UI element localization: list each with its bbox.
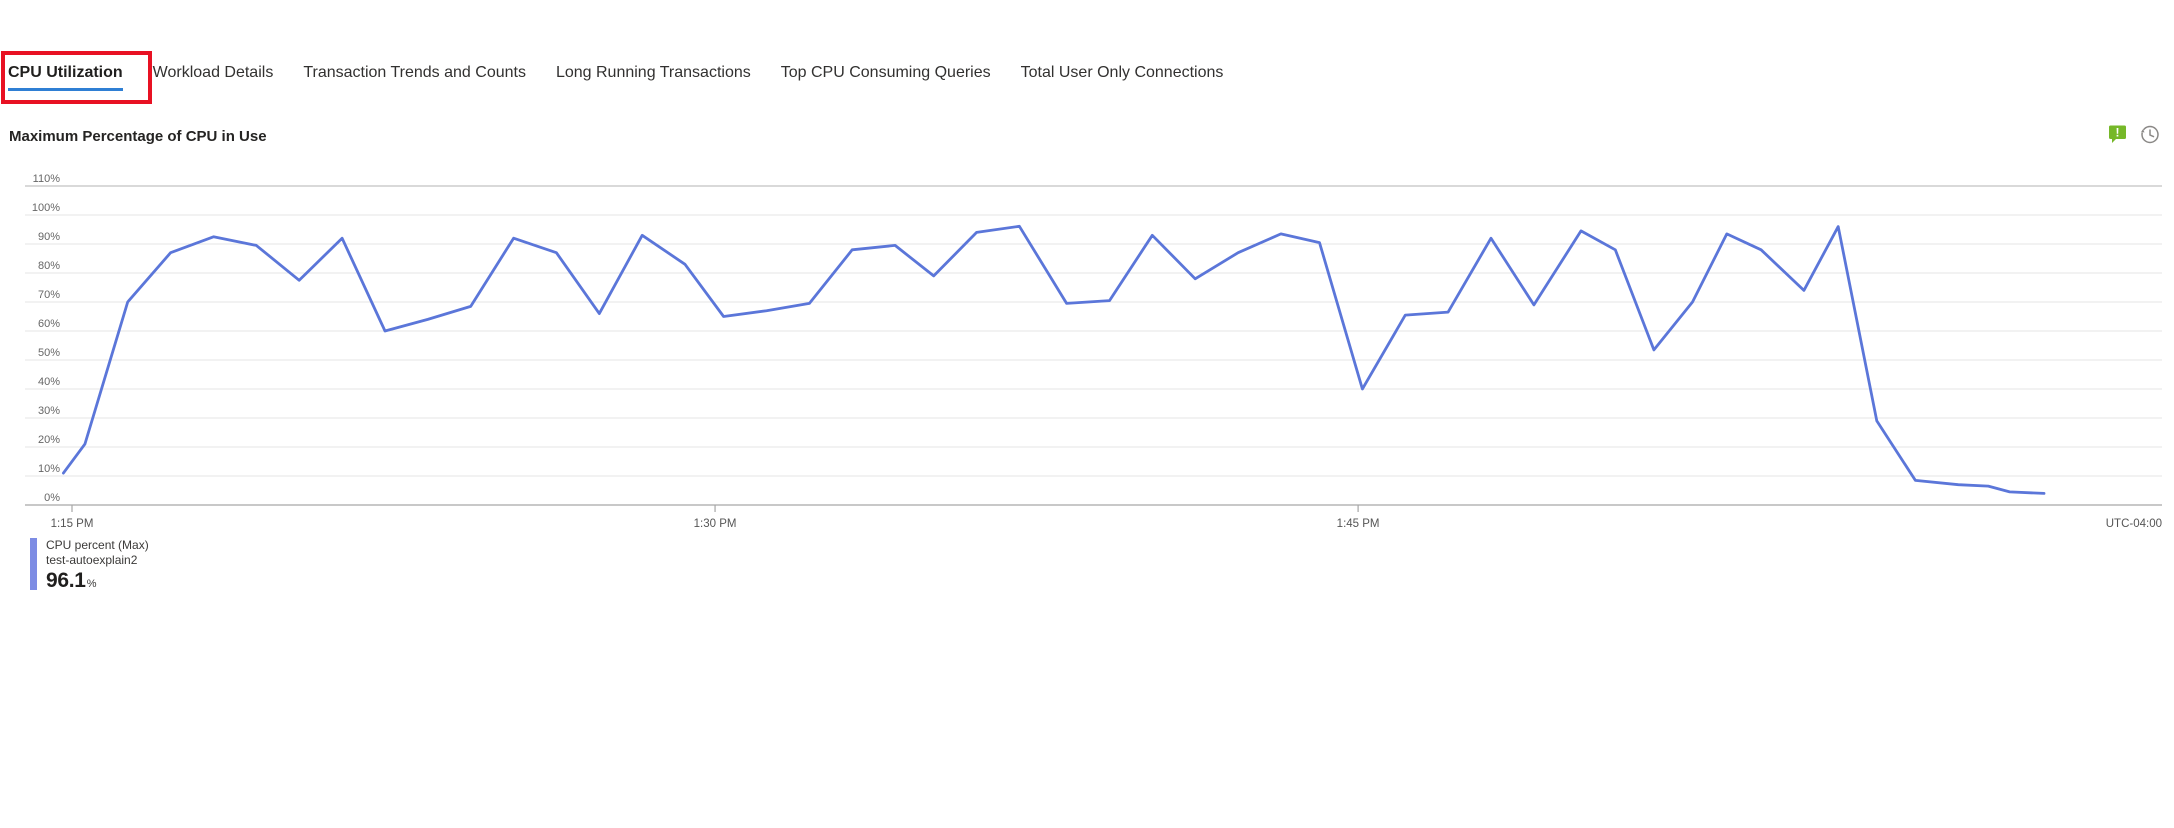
y-axis-label-70: 70% <box>38 289 60 301</box>
tab-top-cpu-consuming-queries[interactable]: Top CPU Consuming Queries <box>780 64 991 81</box>
y-axis-label-10: 10% <box>38 463 60 475</box>
legend-value-row: 96.1% <box>46 569 149 593</box>
y-axis-label-100: 100% <box>32 202 60 214</box>
x-axis-label: 1:15 PM <box>51 518 94 530</box>
feedback-icon[interactable]: ! <box>2106 122 2130 146</box>
chart-header-icons: ! <box>2106 122 2162 146</box>
legend-value: 96.1 <box>46 569 86 592</box>
tab-total-user-only-connections[interactable]: Total User Only Connections <box>1020 64 1224 81</box>
timezone-label: UTC-04:00 <box>2106 518 2162 530</box>
legend-item[interactable]: CPU percent (Max) test-autoexplain2 96.1… <box>30 538 149 593</box>
y-axis-label-80: 80% <box>38 260 60 272</box>
legend-unit: % <box>86 578 97 590</box>
y-axis-label-90: 90% <box>38 231 60 243</box>
cpu-percent-line-series <box>62 224 2046 495</box>
history-icon[interactable] <box>2138 122 2162 146</box>
legend-color-bar <box>30 538 37 590</box>
tab-transaction-trends-counts[interactable]: Transaction Trends and Counts <box>303 64 526 81</box>
tab-cpu-utilization[interactable]: CPU Utilization <box>8 64 123 91</box>
legend-resource-name: test-autoexplain2 <box>46 553 138 567</box>
legend-metric-name: CPU percent (Max) <box>46 538 149 552</box>
tab-long-running-transactions[interactable]: Long Running Transactions <box>555 64 751 81</box>
y-axis-label-30: 30% <box>38 405 60 417</box>
legend-text: CPU percent (Max) test-autoexplain2 96.1… <box>46 538 149 593</box>
chart-title: Maximum Percentage of CPU in Use <box>9 128 267 145</box>
y-axis-label-20: 20% <box>38 434 60 446</box>
cpu-line-chart: 110% 100% 90% 80% 70% 60% 50% 40% 30% 20% 10% 0% 1:1… <box>25 173 2162 530</box>
x-axis-label: 1:45 PM <box>1337 518 1380 530</box>
y-axis-label-50: 50% <box>38 347 60 359</box>
y-axis-label-0: 0% <box>44 492 60 504</box>
y-axis-label-60: 60% <box>38 318 60 330</box>
y-axis-label-40: 40% <box>38 376 60 388</box>
svg-text:!: ! <box>2116 126 2120 140</box>
x-axis-label: 1:30 PM <box>694 518 737 530</box>
y-axis-label-110: 110% <box>33 173 61 185</box>
tab-workload-details[interactable]: Workload Details <box>152 64 274 81</box>
pivot-tabbar: CPU Utilization Workload Details Transac… <box>8 64 1223 91</box>
